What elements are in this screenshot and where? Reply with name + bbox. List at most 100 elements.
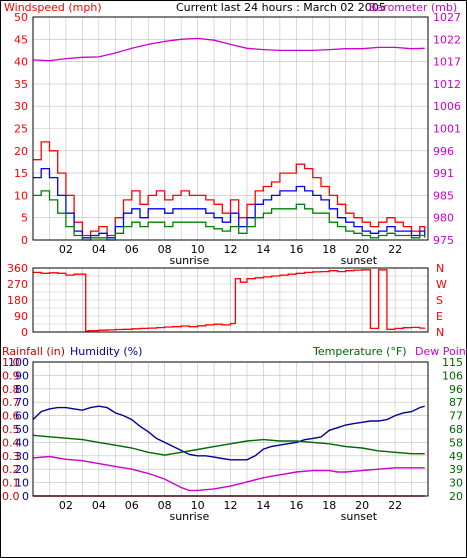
compass-tick-label: W <box>436 278 447 291</box>
windspeed-tick-label: 15 <box>14 167 28 180</box>
barometer-tick-label: 1012 <box>433 78 461 91</box>
temperature-tick-label: 20 <box>449 490 463 503</box>
x-tick-label: 14 <box>256 243 270 256</box>
temperature-tick-label: 49 <box>449 450 463 463</box>
rain-tick-label: 0.0 <box>2 490 20 503</box>
wind-avg-line <box>33 167 426 239</box>
x-tick-label: 02 <box>59 499 73 512</box>
x-tick-label: 14 <box>256 499 270 512</box>
sunset-label: sunset <box>341 510 378 523</box>
compass-tick-label: N <box>436 262 444 275</box>
rain-tick-label: 1.0 <box>2 356 20 369</box>
dew-point-title: Dew Point <box>415 345 467 358</box>
rain-tick-label: 0.5 <box>2 423 20 436</box>
barometer-title: Barometer (mb) <box>369 1 457 14</box>
temperature-tick-label: 30 <box>449 477 463 490</box>
windspeed-tick-label: 30 <box>14 100 28 113</box>
x-tick-label: 10 <box>191 499 205 512</box>
humidity-tick-label: 50 <box>15 423 29 436</box>
wind-low-line <box>33 190 426 241</box>
x-tick-label: 10 <box>191 243 205 256</box>
climate-plot-border <box>32 361 429 497</box>
barometer-tick-label: 1022 <box>433 33 461 46</box>
humidity-tick-label: 90 <box>15 369 29 382</box>
direction-tick-label: 270 <box>7 278 28 291</box>
period-title: Current last 24 hours : March 02 2005 <box>176 1 386 14</box>
windspeed-tick-label: 40 <box>14 56 28 69</box>
barometer-tick-label: 1027 <box>433 11 461 24</box>
rain-humidity-temp-panel: 0.00.10.20.30.40.50.60.70.80.91.00102030… <box>2 345 467 523</box>
x-tick-label: 02 <box>59 243 73 256</box>
barometer-tick-label: 1017 <box>433 56 461 69</box>
compass-tick-label: S <box>436 294 443 307</box>
x-tick-label: 16 <box>289 243 303 256</box>
temperature-tick-label: 77 <box>449 410 463 423</box>
windspeed-line <box>33 141 426 237</box>
wind-barometer-panel: 0 5 10 15 20 25 30 35 40 45 50 975 980 985 991 996 1001 1… <box>14 11 461 267</box>
windspeed-tick-label: 45 <box>14 33 28 46</box>
compass-tick-label: E <box>436 310 443 323</box>
x-tick-label: 12 <box>224 499 238 512</box>
humidity-tick-label: 10 <box>15 477 29 490</box>
rain-tick-label: 0.6 <box>2 410 20 423</box>
rain-tick-label: 0.4 <box>2 436 20 449</box>
humidity-tick-label: 60 <box>15 410 29 423</box>
x-tick-label: 08 <box>158 499 172 512</box>
humidity-tick-label: 30 <box>15 450 29 463</box>
rainfall-title: Rainfall (in) <box>2 345 65 358</box>
barometer-tick-label: 1001 <box>433 123 461 136</box>
barometer-tick-label: 991 <box>433 167 454 180</box>
rain-tick-label: 0.3 <box>2 450 20 463</box>
temperature-tick-label: 96 <box>449 383 463 396</box>
temperature-tick-label: 58 <box>449 436 463 449</box>
x-tick-label: 06 <box>125 499 139 512</box>
humidity-tick-label: 70 <box>15 396 29 409</box>
barometer-tick-label: 1006 <box>433 100 461 113</box>
rain-tick-label: 0.9 <box>2 369 20 382</box>
x-tick-label: 20 <box>355 243 369 256</box>
windspeed-tick-label: 20 <box>14 145 28 158</box>
barometer-tick-label: 975 <box>433 234 454 247</box>
x-tick-label: 22 <box>388 499 402 512</box>
rain-tick-label: 0.8 <box>2 383 20 396</box>
barometer-tick-label: 985 <box>433 189 454 202</box>
x-tick-label: 08 <box>158 243 172 256</box>
barometer-tick-label: 980 <box>433 212 454 225</box>
humidity-tick-label: 40 <box>15 436 29 449</box>
windspeed-tick-label: 10 <box>14 189 28 202</box>
humidity-tick-label: 100 <box>8 356 29 369</box>
x-tick-label: 18 <box>322 243 336 256</box>
humidity-tick-label: 80 <box>15 383 29 396</box>
direction-tick-label: 360 <box>7 262 28 275</box>
temperature-tick-label: 115 <box>442 356 463 369</box>
humidity-tick-label: 20 <box>15 463 29 476</box>
humidity-line <box>32 405 425 461</box>
windspeed-tick-label: 35 <box>14 78 28 91</box>
temperature-tick-label: 106 <box>442 369 463 382</box>
sunrise-label: sunrise <box>169 510 209 523</box>
direction-plot-border <box>32 267 429 333</box>
temperature-title: Temperature (°F) <box>312 345 407 358</box>
barometer-line <box>32 37 425 62</box>
x-tick-label: 18 <box>322 499 336 512</box>
windspeed-title: Windspeed (mph) <box>4 1 102 14</box>
sunrise-label: sunrise <box>169 254 209 267</box>
wind-direction-line <box>33 269 426 332</box>
x-tick-label: 04 <box>92 499 106 512</box>
direction-tick-label: 90 <box>14 310 28 323</box>
rain-tick-label: 0.1 <box>2 477 20 490</box>
humidity-tick-label: 0 <box>22 490 29 503</box>
temperature-tick-label: 68 <box>449 423 463 436</box>
sunset-label: sunset <box>341 254 378 267</box>
wind-plot-border <box>32 16 429 241</box>
compass-tick-label: N <box>436 326 444 339</box>
x-tick-label: 22 <box>388 243 402 256</box>
windspeed-tick-label: 25 <box>14 123 28 136</box>
x-tick-label: 04 <box>92 243 106 256</box>
windspeed-tick-label: 0 <box>21 234 28 247</box>
barometer-tick-label: 996 <box>433 145 454 158</box>
direction-tick-label: 180 <box>7 294 28 307</box>
